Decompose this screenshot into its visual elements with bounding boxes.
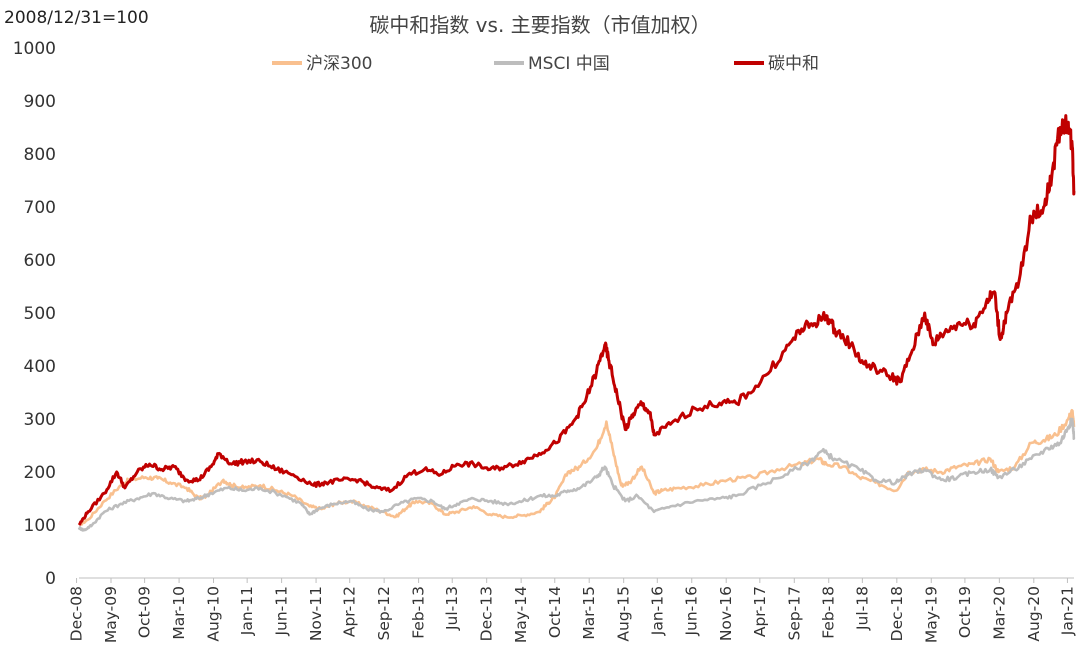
- x-tick-label: Apr-12: [341, 586, 359, 637]
- index-base-note: 2008/12/31=100: [4, 8, 149, 28]
- x-tick-label: Dec-13: [478, 586, 496, 641]
- x-tick-label: Jul-13: [443, 586, 461, 631]
- x-tick-label: Jul-18: [853, 586, 871, 631]
- x-tick-label: Aug-15: [615, 586, 633, 642]
- x-tick-label: Sep-12: [375, 586, 393, 641]
- x-tick-label: Nov-11: [307, 586, 325, 641]
- y-axis: 0 100 200 300 400 500 600 700 800 900 1000: [13, 39, 56, 589]
- x-tick-label: Feb-13: [410, 586, 428, 639]
- x-tick-label: Aug-10: [205, 586, 223, 642]
- x-tick-label: Mar-10: [170, 586, 188, 640]
- x-tick-label: Dec-08: [68, 586, 86, 641]
- x-tick-label: Sep-17: [785, 586, 803, 641]
- x-tick-label: Jun-16: [683, 586, 701, 637]
- y-tick-label: 800: [24, 145, 56, 165]
- y-tick-label: 0: [45, 569, 56, 589]
- x-axis: Dec-08 May-09 Oct-09 Mar-10 Aug-10 Jan-11 Jun-…: [68, 577, 1076, 643]
- series-layer: [77, 114, 1076, 532]
- x-tick-label: Oct-19: [956, 586, 974, 638]
- x-tick-label: May-09: [102, 586, 120, 643]
- legend-label-hs300: 沪深300: [306, 54, 372, 74]
- series-msci-china-line: [77, 417, 1076, 532]
- legend-label-carbon-neutral: 碳中和: [768, 54, 819, 74]
- y-tick-label: 400: [24, 357, 56, 377]
- y-tick-label: 1000: [13, 39, 56, 59]
- x-tick-label: May-14: [512, 586, 530, 643]
- y-tick-label: 900: [24, 92, 56, 112]
- x-tick-label: Aug-20: [1025, 586, 1043, 642]
- y-tick-label: 300: [24, 410, 56, 430]
- x-tick-label: Jan-11: [238, 586, 256, 636]
- y-tick-label: 700: [24, 198, 56, 218]
- y-tick-label: 200: [24, 463, 56, 483]
- x-tick-label: Mar-15: [580, 586, 598, 640]
- x-tick-label: May-19: [922, 586, 940, 643]
- x-tick-label: Jan-16: [648, 586, 666, 636]
- x-tick-label: Oct-14: [546, 586, 564, 638]
- x-tick-label: Jun-11: [273, 586, 291, 637]
- series-hs300-line: [77, 408, 1076, 526]
- x-tick-label: Mar-20: [990, 586, 1008, 640]
- y-tick-label: 500: [24, 304, 56, 324]
- legend-label-msci-china: MSCI 中国: [528, 54, 610, 74]
- x-tick-label: Feb-18: [820, 586, 838, 639]
- legend: 沪深300 MSCI 中国 碳中和: [272, 54, 819, 74]
- y-tick-label: 600: [24, 251, 56, 271]
- series-carbon-neutral-line: [77, 114, 1076, 527]
- x-tick-label: Dec-18: [888, 586, 906, 641]
- y-tick-label: 100: [24, 516, 56, 536]
- chart-title: 碳中和指数 vs. 主要指数（市值加权）: [369, 13, 710, 37]
- x-tick-label: Oct-09: [136, 586, 154, 638]
- x-tick-label: Apr-17: [751, 586, 769, 637]
- x-tick-label: Nov-16: [717, 586, 735, 641]
- x-tick-label: Jan-21: [1058, 586, 1076, 636]
